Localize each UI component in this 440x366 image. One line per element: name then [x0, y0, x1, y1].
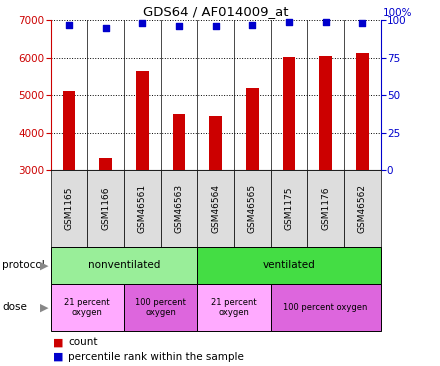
Bar: [197, 284, 271, 331]
Bar: [344, 170, 381, 247]
Bar: [209, 116, 222, 170]
Bar: [87, 170, 124, 247]
Point: [102, 25, 109, 30]
Text: GSM1166: GSM1166: [101, 187, 110, 230]
Text: ▶: ▶: [40, 302, 48, 313]
Point: [66, 22, 73, 27]
Text: ■: ■: [53, 352, 63, 362]
Text: 100 percent oxygen: 100 percent oxygen: [283, 303, 368, 312]
Text: percentile rank within the sample: percentile rank within the sample: [68, 352, 244, 362]
Bar: [197, 170, 234, 247]
Point: [286, 19, 293, 25]
Point: [359, 20, 366, 26]
Point: [212, 23, 219, 29]
Text: GSM1176: GSM1176: [321, 187, 330, 230]
Bar: [234, 170, 271, 247]
Bar: [51, 247, 197, 284]
Bar: [136, 71, 149, 170]
Bar: [62, 92, 75, 170]
Text: GSM1165: GSM1165: [64, 187, 73, 230]
Text: protocol: protocol: [2, 260, 45, 270]
Text: GSM46565: GSM46565: [248, 184, 257, 233]
Bar: [161, 170, 197, 247]
Point: [322, 19, 329, 25]
Bar: [319, 56, 332, 170]
Text: GSM46561: GSM46561: [138, 184, 147, 233]
Bar: [124, 284, 197, 331]
Bar: [124, 170, 161, 247]
Text: count: count: [68, 337, 98, 347]
Text: GSM46563: GSM46563: [174, 184, 183, 233]
Bar: [99, 158, 112, 170]
Text: nonventilated: nonventilated: [88, 260, 160, 270]
Text: 100%: 100%: [383, 8, 412, 18]
Bar: [307, 170, 344, 247]
Bar: [271, 170, 307, 247]
Text: ▶: ▶: [40, 260, 48, 270]
Text: GSM46562: GSM46562: [358, 184, 367, 233]
Text: ■: ■: [53, 337, 63, 347]
Bar: [246, 89, 259, 170]
Bar: [172, 114, 185, 170]
Bar: [51, 284, 124, 331]
Bar: [356, 53, 369, 170]
Bar: [51, 170, 87, 247]
Text: GSM46564: GSM46564: [211, 184, 220, 233]
Point: [249, 22, 256, 27]
Text: 21 percent
oxygen: 21 percent oxygen: [211, 298, 257, 317]
Point: [176, 23, 183, 29]
Bar: [271, 284, 381, 331]
Text: ventilated: ventilated: [263, 260, 315, 270]
Text: 21 percent
oxygen: 21 percent oxygen: [64, 298, 110, 317]
Point: [139, 20, 146, 26]
Bar: [197, 247, 381, 284]
Title: GDS64 / AF014009_at: GDS64 / AF014009_at: [143, 4, 288, 18]
Text: dose: dose: [2, 302, 27, 313]
Text: GSM1175: GSM1175: [284, 187, 293, 230]
Bar: [282, 57, 295, 170]
Text: 100 percent
oxygen: 100 percent oxygen: [135, 298, 186, 317]
